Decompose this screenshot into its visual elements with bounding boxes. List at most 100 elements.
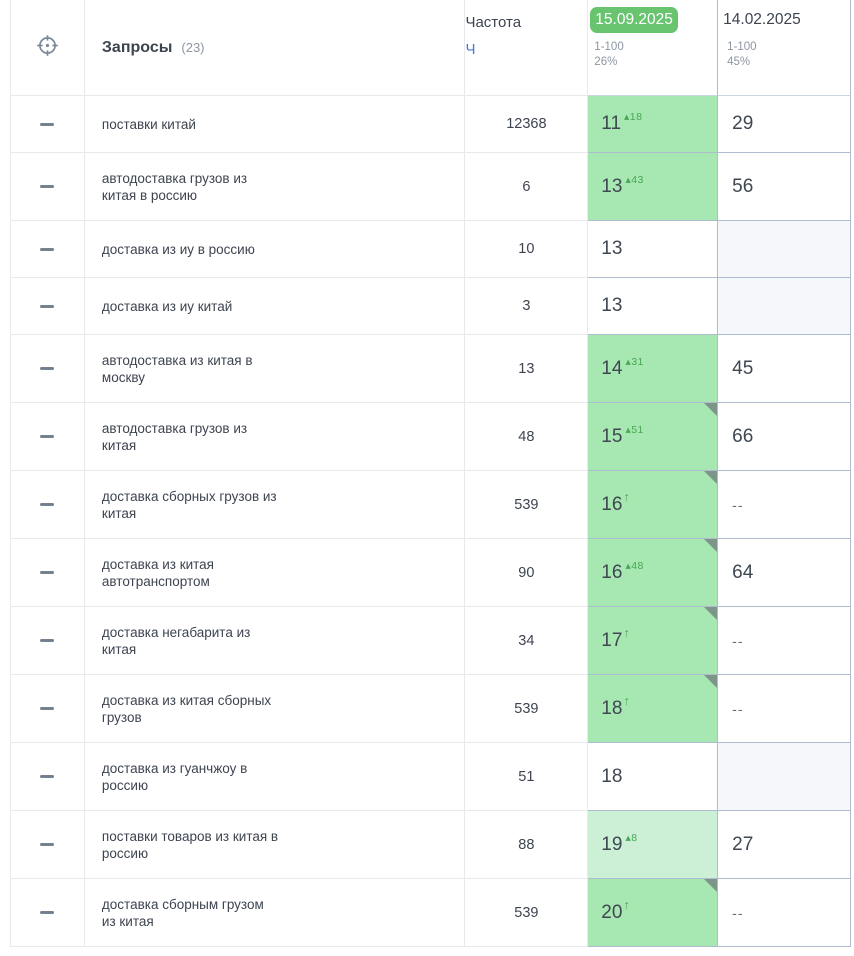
position-cell-previous[interactable]: -- <box>718 879 851 947</box>
date-column-header-current[interactable]: 15.09.2025 1-100 26% <box>588 0 719 96</box>
select-all-header-cell[interactable] <box>11 0 85 96</box>
position-cell-current[interactable]: 11 ▴18 <box>588 96 719 153</box>
query-cell[interactable]: доставка сборным грузом из китая <box>84 879 466 947</box>
position-cell-current[interactable]: 19 ▴8 <box>588 811 719 879</box>
row-select-cell[interactable] <box>11 811 85 879</box>
row-select-cell[interactable] <box>11 403 85 471</box>
queries-column-header[interactable]: Запросы (23) <box>84 0 466 96</box>
table-row: доставка из китая сборных грузов 539 18 … <box>11 675 851 743</box>
position-change: ▴43 <box>625 173 644 186</box>
position-cell-previous[interactable]: 29 <box>718 96 851 153</box>
position-cell-previous[interactable] <box>718 221 851 278</box>
position-cell-current[interactable]: 16 ↑ <box>588 471 719 539</box>
query-text: автодоставка грузов из китая <box>101 420 248 453</box>
previous-position-value: 56 <box>732 175 754 197</box>
frequency-value: 539 <box>514 496 539 513</box>
row-select-cell[interactable] <box>11 335 85 403</box>
date-label-previous: 14.02.2025 <box>723 11 801 28</box>
row-select-dash-icon <box>40 435 55 438</box>
row-select-cell[interactable] <box>11 221 85 278</box>
position-cell-current[interactable]: 18 ↑ <box>588 675 719 743</box>
frequency-value: 3 <box>522 298 531 314</box>
query-text: доставка сборных грузов из китая <box>101 488 277 521</box>
frequency-label: Частота <box>465 14 522 31</box>
position-cell-current[interactable]: 13 <box>588 221 719 278</box>
position-value: 14 <box>601 357 623 379</box>
frequency-value: 12368 <box>506 116 547 132</box>
row-select-cell[interactable] <box>11 743 85 811</box>
row-select-dash-icon <box>40 503 55 506</box>
position-cell-current[interactable]: 13 ▴43 <box>588 153 719 221</box>
query-cell[interactable]: доставка из иу в россию <box>84 221 466 278</box>
query-cell[interactable]: поставки товаров из китая в россию <box>84 811 466 879</box>
query-cell[interactable]: поставки китай <box>84 96 466 153</box>
position-change: ▴31 <box>625 355 644 368</box>
position-cell-current[interactable]: 15 ▴51 <box>588 403 719 471</box>
row-select-cell[interactable] <box>11 153 85 221</box>
frequency-cell: 13 <box>465 335 589 403</box>
row-select-cell[interactable] <box>11 607 85 675</box>
row-select-cell[interactable] <box>11 539 85 607</box>
query-cell[interactable]: автодоставка грузов из китая в россию <box>84 153 466 221</box>
query-cell[interactable]: доставка из китая автотранспортом <box>84 539 466 607</box>
row-select-dash-icon <box>40 304 55 308</box>
position-cell-current[interactable]: 17 ↑ <box>588 607 719 675</box>
query-cell[interactable]: автодоставка из китая в москву <box>84 335 466 403</box>
position-cell-previous[interactable]: 64 <box>718 539 851 607</box>
row-select-cell[interactable] <box>11 675 85 743</box>
position-cell-previous[interactable]: 56 <box>718 153 851 221</box>
position-cell-current[interactable]: 14 ▴31 <box>588 335 719 403</box>
frequency-value: 539 <box>514 700 539 717</box>
table-row: поставки китай 12368 11 ▴18 29 <box>11 96 851 153</box>
query-text: доставка из иу в россию <box>101 241 255 257</box>
queries-count: (23) <box>181 40 205 55</box>
frequency-value: 88 <box>518 836 535 853</box>
position-value: 13 <box>601 238 623 259</box>
frequency-cell: 48 <box>465 403 589 471</box>
date-column-header-previous[interactable]: 14.02.2025 1-100 45% <box>718 0 851 96</box>
row-select-cell[interactable] <box>11 96 85 153</box>
position-value: 16 <box>601 493 623 515</box>
query-cell[interactable]: доставка сборных грузов из китая <box>84 471 466 539</box>
query-cell[interactable]: автодоставка грузов из китая <box>84 403 466 471</box>
position-cell-previous[interactable]: -- <box>718 607 851 675</box>
frequency-column-header[interactable]: Частота Ч <box>465 0 589 96</box>
query-text: поставки товаров из китая в россию <box>101 828 279 861</box>
position-cell-previous[interactable]: 66 <box>718 403 851 471</box>
position-change: ↑ <box>623 897 630 912</box>
row-select-dash-icon <box>40 843 55 846</box>
position-cell-current[interactable]: 20 ↑ <box>588 879 719 947</box>
row-select-cell[interactable] <box>11 471 85 539</box>
previous-position-value: -- <box>732 496 744 513</box>
position-value: 11 <box>601 113 622 134</box>
position-change: ↑ <box>623 625 630 640</box>
position-cell-current[interactable]: 18 <box>588 743 719 811</box>
query-cell[interactable]: доставка негабарита из китая <box>84 607 466 675</box>
previous-position-value: -- <box>732 632 744 649</box>
table-row: доставка из гуанчжоу в россию 51 18 <box>11 743 851 811</box>
query-cell[interactable]: доставка из китая сборных грузов <box>84 675 466 743</box>
position-cell-previous[interactable] <box>718 278 851 335</box>
position-cell-previous[interactable]: 45 <box>718 335 851 403</box>
date-range-current: 1-100 26% <box>594 41 624 68</box>
position-cell-previous[interactable]: -- <box>718 675 851 743</box>
row-select-cell[interactable] <box>11 278 85 335</box>
row-select-cell[interactable] <box>11 879 85 947</box>
history-corner-marker <box>704 471 718 484</box>
position-cell-previous[interactable]: -- <box>718 471 851 539</box>
query-text: автодоставка из китая в москву <box>101 352 253 385</box>
previous-position-value: -- <box>732 700 744 717</box>
position-cell-previous[interactable]: 27 <box>718 811 851 879</box>
frequency-cell: 6 <box>465 153 589 221</box>
row-select-dash-icon <box>40 639 55 642</box>
query-cell[interactable]: доставка из иу китай <box>84 278 466 335</box>
position-cell-current[interactable]: 16 ▴48 <box>588 539 719 607</box>
position-cell-previous[interactable] <box>718 743 851 811</box>
frequency-cell: 539 <box>465 471 589 539</box>
row-select-dash-icon <box>40 911 55 914</box>
history-corner-marker <box>704 879 718 892</box>
frequency-value: 90 <box>518 564 535 581</box>
query-cell[interactable]: доставка из гуанчжоу в россию <box>84 743 466 811</box>
position-cell-current[interactable]: 13 <box>588 278 719 335</box>
position-change: ↑ <box>623 489 630 504</box>
